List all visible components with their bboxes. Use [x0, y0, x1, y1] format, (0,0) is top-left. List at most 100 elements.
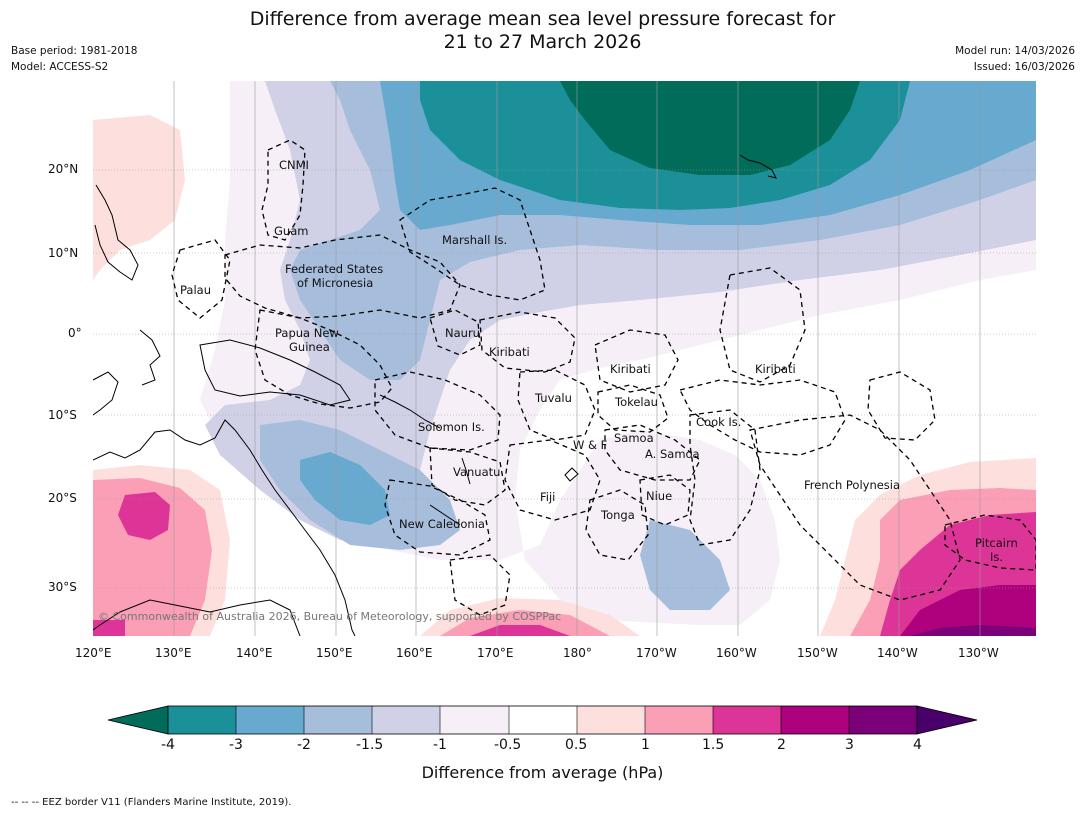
label-wallis-futuna: W & F — [573, 438, 608, 452]
meta-left: Base period: 1981-2018 Model: ACCESS-S2 — [11, 43, 137, 75]
colorbar-extend-max — [916, 705, 978, 735]
label-new-caledonia: New Caledonia — [399, 517, 485, 531]
eez-niue — [639, 474, 691, 526]
label-fsm-1: Federated States — [285, 262, 384, 276]
anomaly-p2-southeast — [900, 585, 1036, 636]
eez-kiribati-e2 — [679, 379, 846, 456]
anomaly-p1-south-centre — [440, 610, 610, 636]
lon-tick-140w: 140°W — [877, 646, 918, 660]
eez-french-polynesia — [749, 414, 961, 601]
new-guinea-coast — [199, 339, 351, 406]
anomaly-m2-patch-east — [640, 520, 730, 610]
lon-tick-160w: 160°W — [716, 646, 757, 660]
lat-tick-10s: 10°S — [48, 408, 77, 422]
label-cook: Cook Is. — [696, 415, 742, 429]
eez-marshall — [399, 187, 546, 301]
anomaly-lt4-region — [560, 81, 860, 175]
lon-tick-170w: 170°W — [636, 646, 677, 660]
label-marshall: Marshall Is. — [442, 233, 508, 247]
model-run: Model run: 14/03/2026 — [955, 45, 1075, 57]
lat-tick-20n: 20°N — [48, 162, 79, 176]
title-line-1: Difference from average mean sea level p… — [249, 8, 836, 30]
label-samoa: Samoa — [614, 431, 654, 445]
lon-tick-170e: 170°E — [477, 646, 514, 660]
eez-footnote: -- -- -- EEZ border V11 (Flanders Marine… — [11, 797, 292, 808]
eez-tuvalu — [517, 369, 596, 441]
colorbar-bin-m15-m1 — [372, 706, 440, 734]
colorbar-label-m1: -1 — [433, 737, 447, 753]
anomaly-p15-southwest — [118, 492, 170, 540]
label-american-samoa: A. Samoa — [645, 447, 700, 461]
colorbar-extend-min — [107, 705, 169, 735]
colorbar-bin-1-15 — [645, 706, 713, 734]
eez-png — [254, 309, 393, 409]
colorbar-label-m2: -2 — [297, 737, 311, 753]
label-solomon: Solomon Is. — [418, 420, 485, 434]
colorbar-bin-2-3 — [781, 706, 849, 734]
colorbar-label-15: 1.5 — [702, 737, 725, 753]
colorbar-title: Difference from average (hPa) — [421, 763, 664, 782]
map-panel[interactable]: CNMI Guam Marshall Is. Federated States … — [93, 81, 1036, 636]
anomaly-p3-southeast — [910, 625, 1036, 636]
australia-coast — [93, 419, 356, 636]
meta-right: Model run: 14/03/2026 Issued: 16/03/2026 — [955, 43, 1075, 75]
lon-tick-150w: 150°W — [797, 646, 838, 660]
eez-palau — [171, 239, 231, 319]
eez-marquesas — [867, 371, 936, 441]
eez-fsm — [224, 234, 461, 319]
eez-borders — [171, 139, 1036, 616]
colorbar-label-m4: -4 — [161, 737, 175, 753]
sulawesi-coast — [139, 329, 161, 386]
colorbar-label-m3: -3 — [229, 737, 243, 753]
label-fiji: Fiji — [540, 490, 556, 504]
eez-nauru — [429, 309, 481, 356]
label-png-2: Guinea — [289, 340, 330, 354]
philippines-coast — [94, 184, 139, 281]
anomaly-p05-west — [93, 115, 185, 280]
base-period: Base period: 1981-2018 — [11, 45, 138, 57]
anomaly-p15-south-centre — [470, 625, 570, 636]
label-pitcairn-1: Pitcairn — [975, 536, 1018, 550]
eez-tonga — [585, 489, 649, 561]
lat-tick-10n: 10°N — [48, 246, 79, 260]
eez-nz-kermadec — [449, 554, 511, 616]
lon-tick-150e: 150°E — [316, 646, 353, 660]
lat-tick-30s: 30°S — [48, 580, 77, 594]
lon-tick-120e: 120°E — [75, 646, 112, 660]
eez-fiji — [504, 439, 601, 521]
eez-new-caledonia — [384, 479, 491, 556]
title-line-2: 21 to 27 March 2026 — [443, 31, 642, 53]
colorbar-bin-3-4 — [849, 706, 917, 734]
label-nauru: Nauru — [445, 326, 480, 340]
map-svg — [93, 81, 1036, 636]
model-name: Model: ACCESS-S2 — [11, 61, 109, 73]
colorbar-bin-m05-05 — [509, 706, 577, 734]
colorbar-bin-m4-m3 — [168, 706, 236, 734]
label-tokelau: Tokelau — [615, 395, 658, 409]
colorbar-label-4: 4 — [913, 737, 922, 753]
label-guam: Guam — [274, 224, 309, 238]
chart-title: Difference from average mean sea level p… — [0, 8, 1085, 54]
label-vanuatu: Vanuatu — [453, 465, 501, 479]
colorbar-label-3: 3 — [845, 737, 854, 753]
colorbar — [107, 705, 978, 735]
label-cnmi: CNMI — [279, 158, 309, 172]
label-tonga: Tonga — [601, 508, 635, 522]
colorbar-bin-m2-m15 — [304, 706, 372, 734]
eez-solomon — [374, 371, 501, 451]
fiji-coast — [564, 467, 579, 482]
eez-vanuatu — [429, 447, 506, 506]
issued-date: Issued: 16/03/2026 — [973, 61, 1075, 73]
eez-cnmi — [261, 139, 306, 241]
eez-cook — [689, 409, 761, 546]
copyright-notice: © Commonwealth of Australia 2026, Bureau… — [98, 610, 562, 623]
lon-tick-130e: 130°E — [155, 646, 192, 660]
lat-tick-20s: 20°S — [48, 491, 77, 505]
new-caledonia-coast — [429, 504, 461, 526]
eez-kiribati-w — [479, 311, 576, 373]
colorbar-label-m05: -0.5 — [494, 737, 522, 753]
lat-tick-0: 0° — [68, 326, 82, 340]
label-png-1: Papua New — [275, 326, 339, 340]
label-fsm-2: of Micronesia — [297, 276, 374, 290]
colorbar-label-m15: -1.5 — [356, 737, 384, 753]
